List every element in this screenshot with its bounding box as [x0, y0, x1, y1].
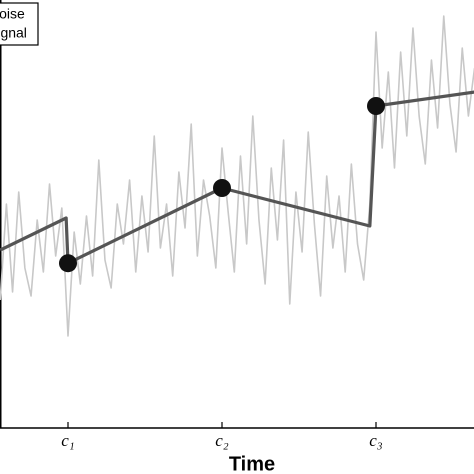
x-tick-label: c₃	[369, 431, 383, 450]
legend-label: Signal	[0, 25, 27, 41]
change-point	[367, 97, 385, 115]
change-point	[59, 254, 77, 273]
legend-label: Noise	[0, 6, 25, 22]
x-tick-label: c₂	[215, 431, 229, 450]
x-axis-title: Time	[229, 453, 275, 474]
legend-box	[0, 2, 39, 46]
series-line	[0, 15, 474, 337]
series-line	[0, 90, 474, 265]
x-tick-label: c₁	[61, 431, 74, 450]
change-point	[213, 179, 231, 197]
